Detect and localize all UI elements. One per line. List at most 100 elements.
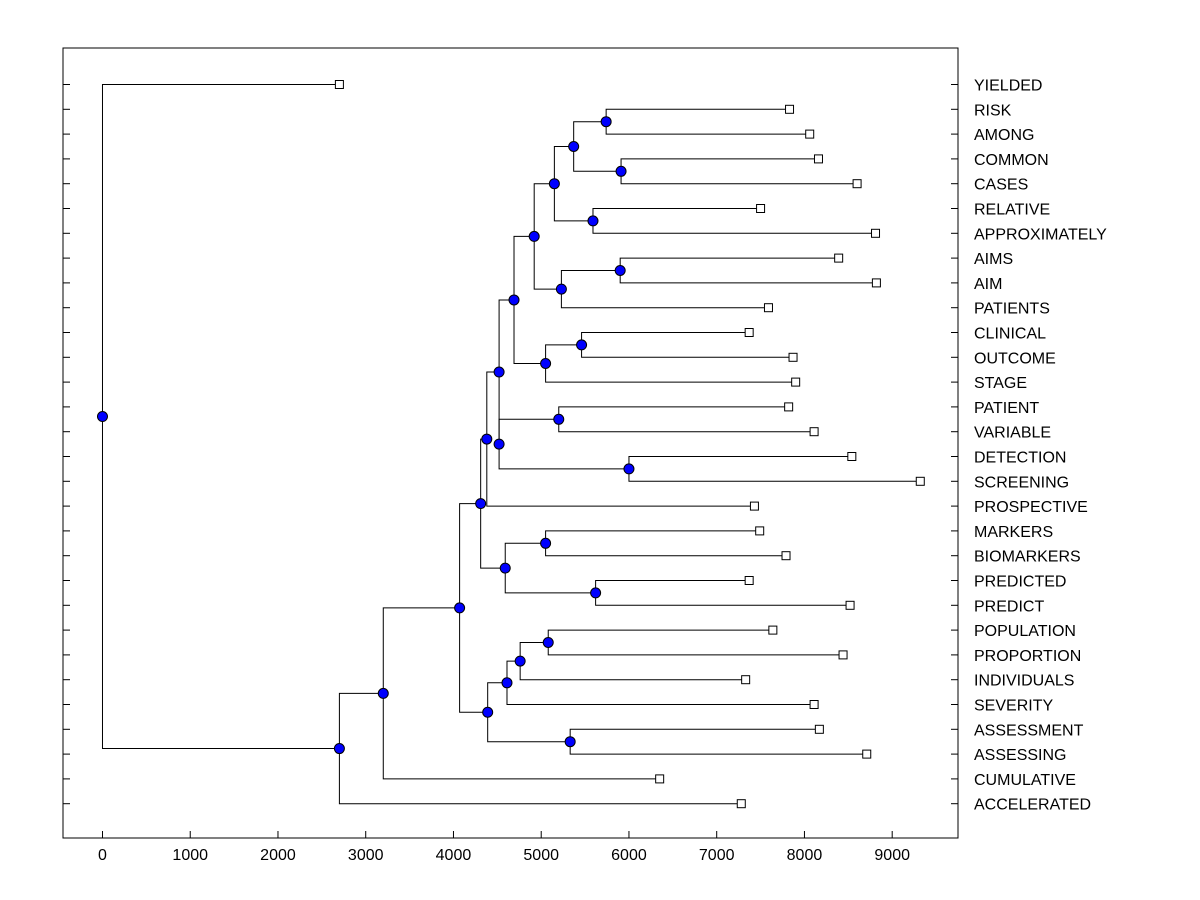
dendrogram-links [101, 84, 921, 805]
dendrogram-link [619, 270, 877, 284]
merge-node [548, 178, 560, 190]
dendrogram-link [498, 418, 559, 445]
leaf-marker [755, 526, 765, 536]
merge-node [555, 283, 567, 295]
leaf-marker [744, 576, 754, 585]
leaf-marker [791, 377, 801, 387]
leaf-marker [847, 452, 857, 461]
merge-node [377, 687, 389, 699]
leaf-marker [784, 402, 794, 412]
dendrogram-link [486, 439, 755, 507]
leaf-label: STAGE [974, 375, 1027, 392]
dendrogram-link [459, 607, 488, 713]
leaf-marker [741, 675, 751, 685]
leaf-label: ASSESSING [974, 747, 1066, 764]
dendrogram-link [595, 580, 750, 593]
merge-node [564, 736, 576, 748]
x-tick-label: 0 [98, 847, 107, 864]
dendrogram-link [558, 419, 815, 433]
dendrogram-link [487, 682, 507, 713]
merge-node [499, 562, 511, 574]
leaf-marker [788, 352, 798, 362]
dendrogram-link [592, 220, 876, 234]
merge-node [508, 294, 520, 306]
dendrogram-link [605, 121, 810, 135]
x-tick-label: 2000 [260, 847, 296, 864]
merge-node [540, 537, 552, 549]
leaf-label: PREDICTED [974, 574, 1066, 591]
dendrogram-link [533, 236, 562, 290]
dendrogram-link [545, 543, 787, 557]
leaf-label: AIMS [974, 251, 1013, 268]
leaf-marker [814, 724, 824, 734]
merge-node [96, 411, 108, 423]
x-tick-label: 9000 [874, 847, 910, 864]
merge-node [615, 165, 627, 177]
merge-node [553, 413, 565, 425]
dendrogram-link [519, 661, 746, 681]
merge-node [542, 637, 554, 648]
dendrogram-link [581, 344, 794, 358]
leaf-label: AMONG [974, 127, 1034, 144]
dendrogram-link [620, 171, 858, 185]
leaf-marker [756, 204, 766, 213]
x-tick-label: 5000 [523, 847, 559, 864]
leaf-marker [838, 650, 848, 660]
leaf-marker [871, 278, 881, 288]
leaf-label: CLINICAL [974, 326, 1046, 343]
dendrogram-link [498, 299, 515, 373]
leaf-marker [915, 476, 925, 486]
leaf-marker [655, 774, 665, 784]
merge-node [493, 366, 505, 378]
dendrogram-link [605, 108, 790, 122]
dendrogram-link [480, 438, 487, 504]
leaf-label: INDIVIDUALS [974, 673, 1074, 690]
leaf-label: BIOMARKERS [974, 549, 1081, 566]
merge-node [514, 655, 526, 667]
leaf-label: COMMON [974, 152, 1049, 169]
leaf-label: MARKERS [974, 524, 1053, 541]
leaf-marker [834, 253, 844, 263]
leaf-label: PROPORTION [974, 648, 1081, 665]
dendrogram-link [592, 208, 761, 221]
leaf-label: APPROXIMATELY [974, 226, 1107, 243]
leaf-marker [852, 179, 862, 189]
merge-node [576, 339, 588, 351]
dendrogram-link [459, 503, 481, 608]
leaf-label: PROSPECTIVE [974, 499, 1088, 516]
leaf-label: AIM [974, 276, 1002, 293]
dendrogram-link [628, 468, 921, 482]
merge-node [600, 116, 612, 128]
dendrogram-link [545, 363, 796, 383]
y-tick-marks [63, 84, 958, 805]
merge-node [540, 358, 552, 369]
dendrogram-link [504, 568, 596, 594]
leaf-marker [768, 625, 778, 635]
dendrogram-link [101, 84, 340, 417]
dendrogram-link [545, 344, 582, 364]
leaf-marker [862, 749, 872, 759]
dendrogram-link [382, 607, 460, 694]
dendrogram-link [581, 332, 750, 345]
dendrogram-link [573, 121, 607, 147]
dendrogram-link [553, 146, 574, 184]
merge-node [333, 743, 345, 755]
dendrogram-link [480, 503, 506, 569]
leaf-marker [781, 551, 791, 561]
dendrogram-link [553, 183, 593, 222]
plot-frame [62, 47, 959, 839]
merge-node [482, 706, 494, 718]
leaf-label: PREDICT [974, 598, 1044, 615]
dendrogram-link [498, 444, 629, 470]
dendrogram-link [547, 642, 844, 656]
x-axis: 0 1000 2000 3000 4000 5000 6000 7000 8000 9000 [98, 831, 910, 864]
dendrogram-link [619, 257, 839, 271]
dendrogram-link [628, 456, 852, 469]
merge-node [614, 265, 626, 276]
x-tick-label: 8000 [787, 847, 823, 864]
leaf-label: DETECTION [974, 450, 1066, 467]
leaf-marker [749, 501, 759, 511]
dendrogram-link [533, 183, 555, 237]
leaf-marker [845, 600, 855, 610]
